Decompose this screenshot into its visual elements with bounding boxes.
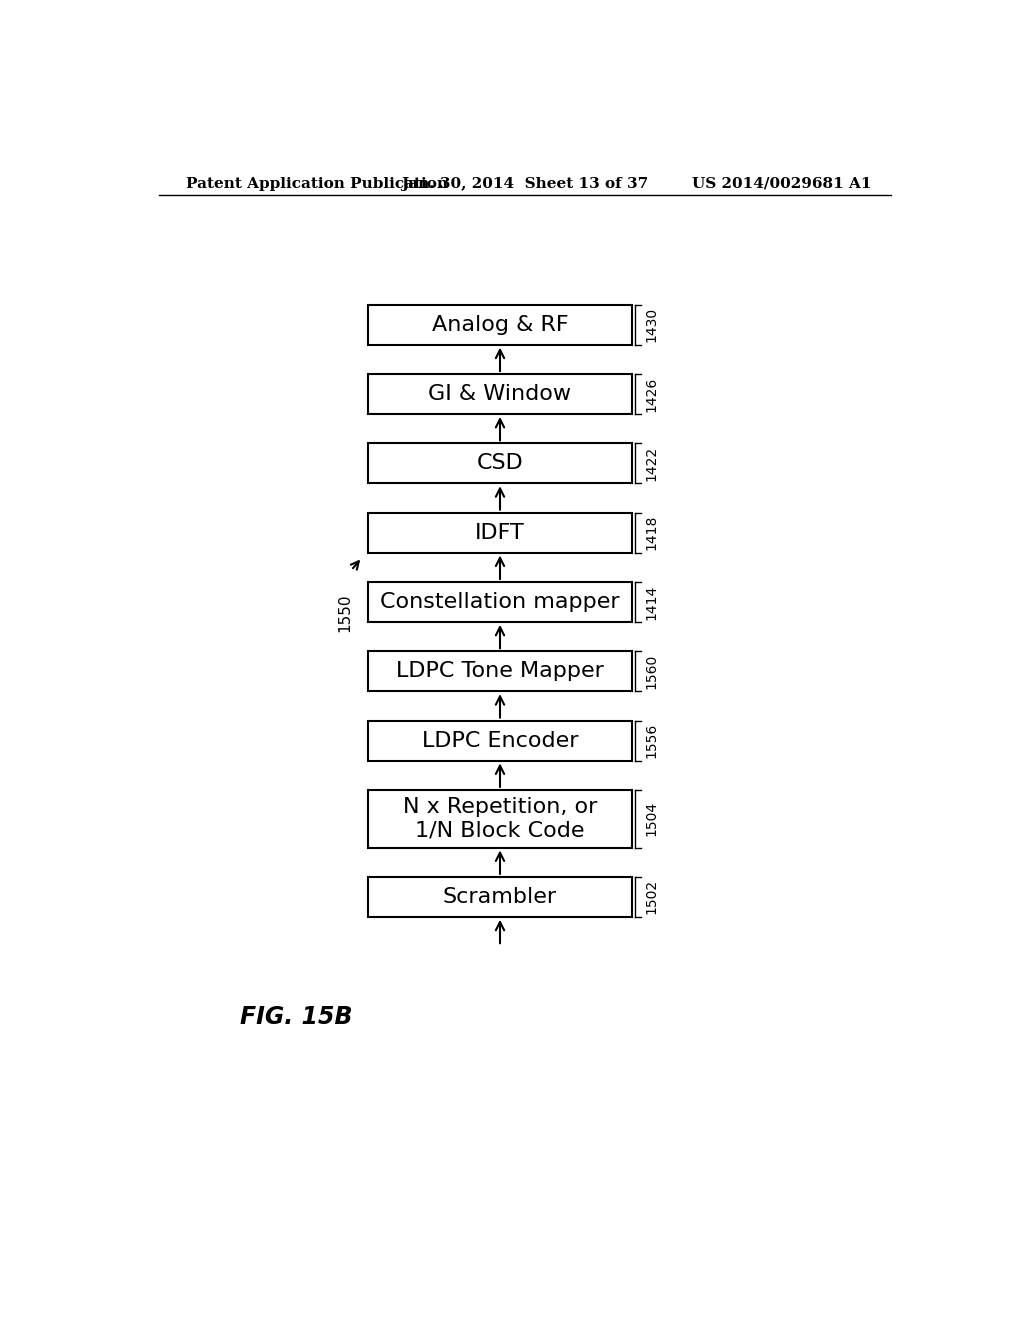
Bar — [369, 789, 632, 847]
Text: 1426: 1426 — [645, 376, 658, 412]
Text: 1502: 1502 — [645, 879, 658, 915]
Text: 1422: 1422 — [645, 446, 658, 480]
Bar — [369, 305, 632, 345]
Text: 1504: 1504 — [645, 801, 658, 837]
Text: 1418: 1418 — [645, 515, 658, 550]
Text: LDPC Encoder: LDPC Encoder — [422, 730, 579, 751]
Text: Scrambler: Scrambler — [443, 887, 557, 907]
Text: Analog & RF: Analog & RF — [432, 314, 568, 335]
Text: N x Repetition, or
1/N Block Code: N x Repetition, or 1/N Block Code — [402, 797, 597, 841]
Text: CSD: CSD — [476, 453, 523, 474]
Text: LDPC Tone Mapper: LDPC Tone Mapper — [396, 661, 604, 681]
Bar — [369, 651, 632, 692]
Bar — [369, 444, 632, 483]
Bar — [369, 582, 632, 622]
Text: 1550: 1550 — [338, 594, 352, 632]
Text: 1414: 1414 — [645, 585, 658, 619]
Text: 1556: 1556 — [645, 723, 658, 758]
Text: Constellation mapper: Constellation mapper — [380, 591, 620, 612]
Text: IDFT: IDFT — [475, 523, 525, 543]
Text: GI & Window: GI & Window — [428, 384, 571, 404]
Text: Patent Application Publication: Patent Application Publication — [186, 177, 449, 191]
Bar — [369, 374, 632, 414]
Text: Jan. 30, 2014  Sheet 13 of 37: Jan. 30, 2014 Sheet 13 of 37 — [401, 177, 648, 191]
Text: 1560: 1560 — [645, 653, 658, 689]
Text: US 2014/0029681 A1: US 2014/0029681 A1 — [692, 177, 872, 191]
Text: FIG. 15B: FIG. 15B — [241, 1005, 353, 1030]
Bar — [369, 721, 632, 760]
Bar — [369, 512, 632, 553]
Bar — [369, 876, 632, 917]
Text: 1430: 1430 — [645, 308, 658, 342]
